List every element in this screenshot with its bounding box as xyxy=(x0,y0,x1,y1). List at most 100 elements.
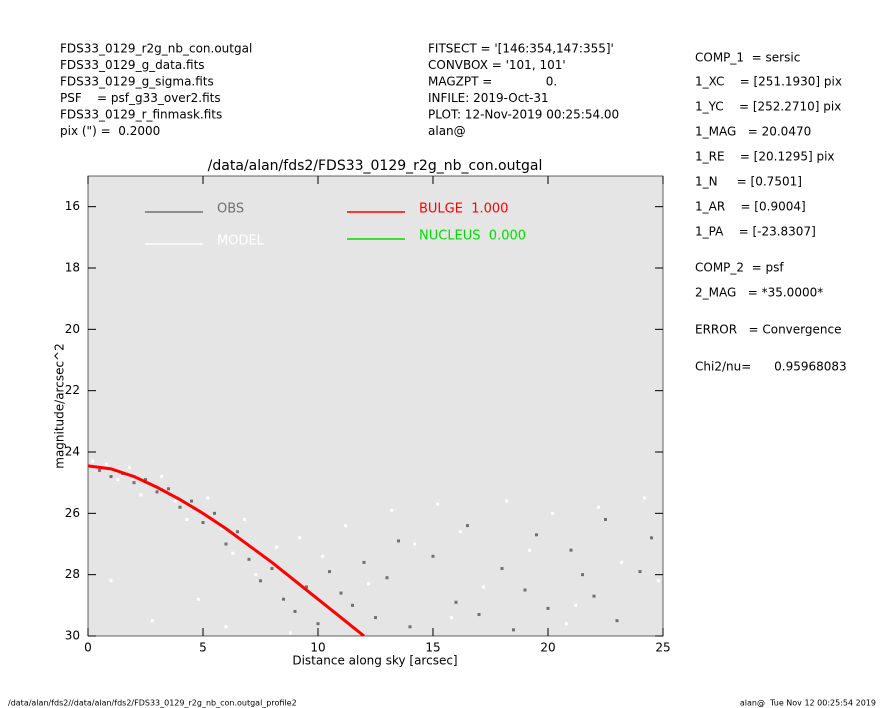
data-point xyxy=(397,539,400,543)
data-point xyxy=(150,619,154,623)
data-point xyxy=(477,613,481,617)
data-point xyxy=(270,567,274,571)
data-point xyxy=(367,582,371,586)
data-point xyxy=(206,496,210,500)
data-point xyxy=(316,622,320,626)
data-point xyxy=(185,517,189,521)
data-point xyxy=(224,542,228,546)
y-tick-label: 18 xyxy=(65,261,80,275)
data-point xyxy=(604,517,607,521)
data-point xyxy=(275,545,279,549)
data-point xyxy=(288,631,292,635)
component-line: 1_YC = [252.2710] pix xyxy=(695,100,841,114)
data-point xyxy=(224,625,228,629)
data-point xyxy=(466,524,469,528)
data-point xyxy=(305,585,308,589)
header-left-line: pix (") = 0.2000 xyxy=(60,124,160,138)
header-middle-line: alan@ xyxy=(428,124,466,138)
data-point xyxy=(236,530,239,534)
data-point xyxy=(413,542,417,546)
header-middle-line: CONVBOX = '101, 101' xyxy=(428,58,566,72)
data-point xyxy=(385,576,389,580)
header-left-line: PSF = psf_g33_over2.fits xyxy=(60,91,221,105)
y-tick-label: 24 xyxy=(65,445,80,459)
data-point xyxy=(449,616,453,620)
data-point xyxy=(98,468,101,472)
data-point xyxy=(132,481,136,485)
chart-title: /data/alan/fds2/FDS33_0129_r2g_nb_con.ou… xyxy=(208,158,543,174)
data-point xyxy=(254,573,258,577)
data-point xyxy=(459,530,463,534)
component-line: 1_XC = [251.1930] pix xyxy=(695,75,842,89)
component-line: 1_RE = [20.1295] pix xyxy=(695,150,835,164)
header-middle-line: FITSECT = '[146:354,147:355]' xyxy=(428,42,614,56)
data-point xyxy=(190,499,193,503)
data-point xyxy=(656,579,660,583)
footer-right: alan@ Tue Nov 12 00:25:54 2019 xyxy=(740,699,876,708)
x-axis-label: Distance along sky [arcsec] xyxy=(292,654,457,668)
data-point xyxy=(551,511,555,515)
data-point xyxy=(581,573,584,577)
model-curve xyxy=(88,464,365,636)
x-tick-label: 15 xyxy=(425,641,440,655)
data-point xyxy=(91,459,95,463)
data-point xyxy=(650,536,653,540)
data-point xyxy=(436,502,440,506)
component-line: ERROR = Convergence xyxy=(695,323,841,337)
data-point xyxy=(127,465,131,469)
data-point xyxy=(196,597,200,601)
data-point xyxy=(344,524,348,528)
data-point xyxy=(615,619,619,623)
data-point xyxy=(167,487,170,491)
data-point xyxy=(482,585,486,589)
data-point xyxy=(259,579,262,583)
data-point xyxy=(139,493,143,497)
data-point xyxy=(293,609,297,613)
data-point xyxy=(213,511,216,515)
legend-label: MODEL xyxy=(217,234,265,249)
data-point xyxy=(160,475,164,479)
data-point xyxy=(390,508,394,512)
data-point xyxy=(219,527,223,531)
legend-label: NUCLEUS 0.000 xyxy=(419,229,526,244)
data-point xyxy=(173,499,177,503)
data-point xyxy=(242,517,246,521)
data-point xyxy=(546,606,550,610)
component-line: 2_MAG = *35.0000* xyxy=(695,286,823,300)
component-line: 1_AR = [0.9004] xyxy=(695,200,806,214)
data-point xyxy=(109,579,113,583)
data-point xyxy=(178,505,182,509)
data-point xyxy=(431,554,435,558)
x-tick-label: 5 xyxy=(199,641,207,655)
component-line: COMP_2 = psf xyxy=(695,261,784,275)
legend-label: BULGE 1.000 xyxy=(419,202,508,217)
x-tick-label: 0 xyxy=(84,641,92,655)
plot-area xyxy=(88,459,660,636)
data-point xyxy=(592,594,596,598)
y-tick-label: 30 xyxy=(65,629,80,643)
y-tick-label: 16 xyxy=(65,199,80,213)
header-left-line: FDS33_0129_g_sigma.fits xyxy=(60,75,214,89)
legend-label: OBS xyxy=(217,202,244,217)
data-point xyxy=(351,603,354,607)
data-point xyxy=(408,625,412,629)
data-point xyxy=(321,554,325,558)
data-point xyxy=(155,490,159,494)
component-line: 1_MAG = 20.0470 xyxy=(695,125,811,139)
data-point xyxy=(500,567,504,571)
data-point xyxy=(104,462,108,466)
data-point xyxy=(597,505,601,509)
data-point xyxy=(328,570,331,574)
data-point xyxy=(535,533,538,537)
data-point xyxy=(528,548,532,552)
data-point xyxy=(247,557,251,561)
data-point xyxy=(643,496,647,500)
data-point xyxy=(620,560,624,564)
component-line: Chi2/nu= 0.95968083 xyxy=(695,360,847,374)
data-point xyxy=(231,551,235,555)
y-tick-label: 22 xyxy=(65,383,80,397)
header-left-line: FDS33_0129_g_data.fits xyxy=(60,58,205,72)
data-point xyxy=(298,536,302,540)
data-point xyxy=(109,475,113,479)
